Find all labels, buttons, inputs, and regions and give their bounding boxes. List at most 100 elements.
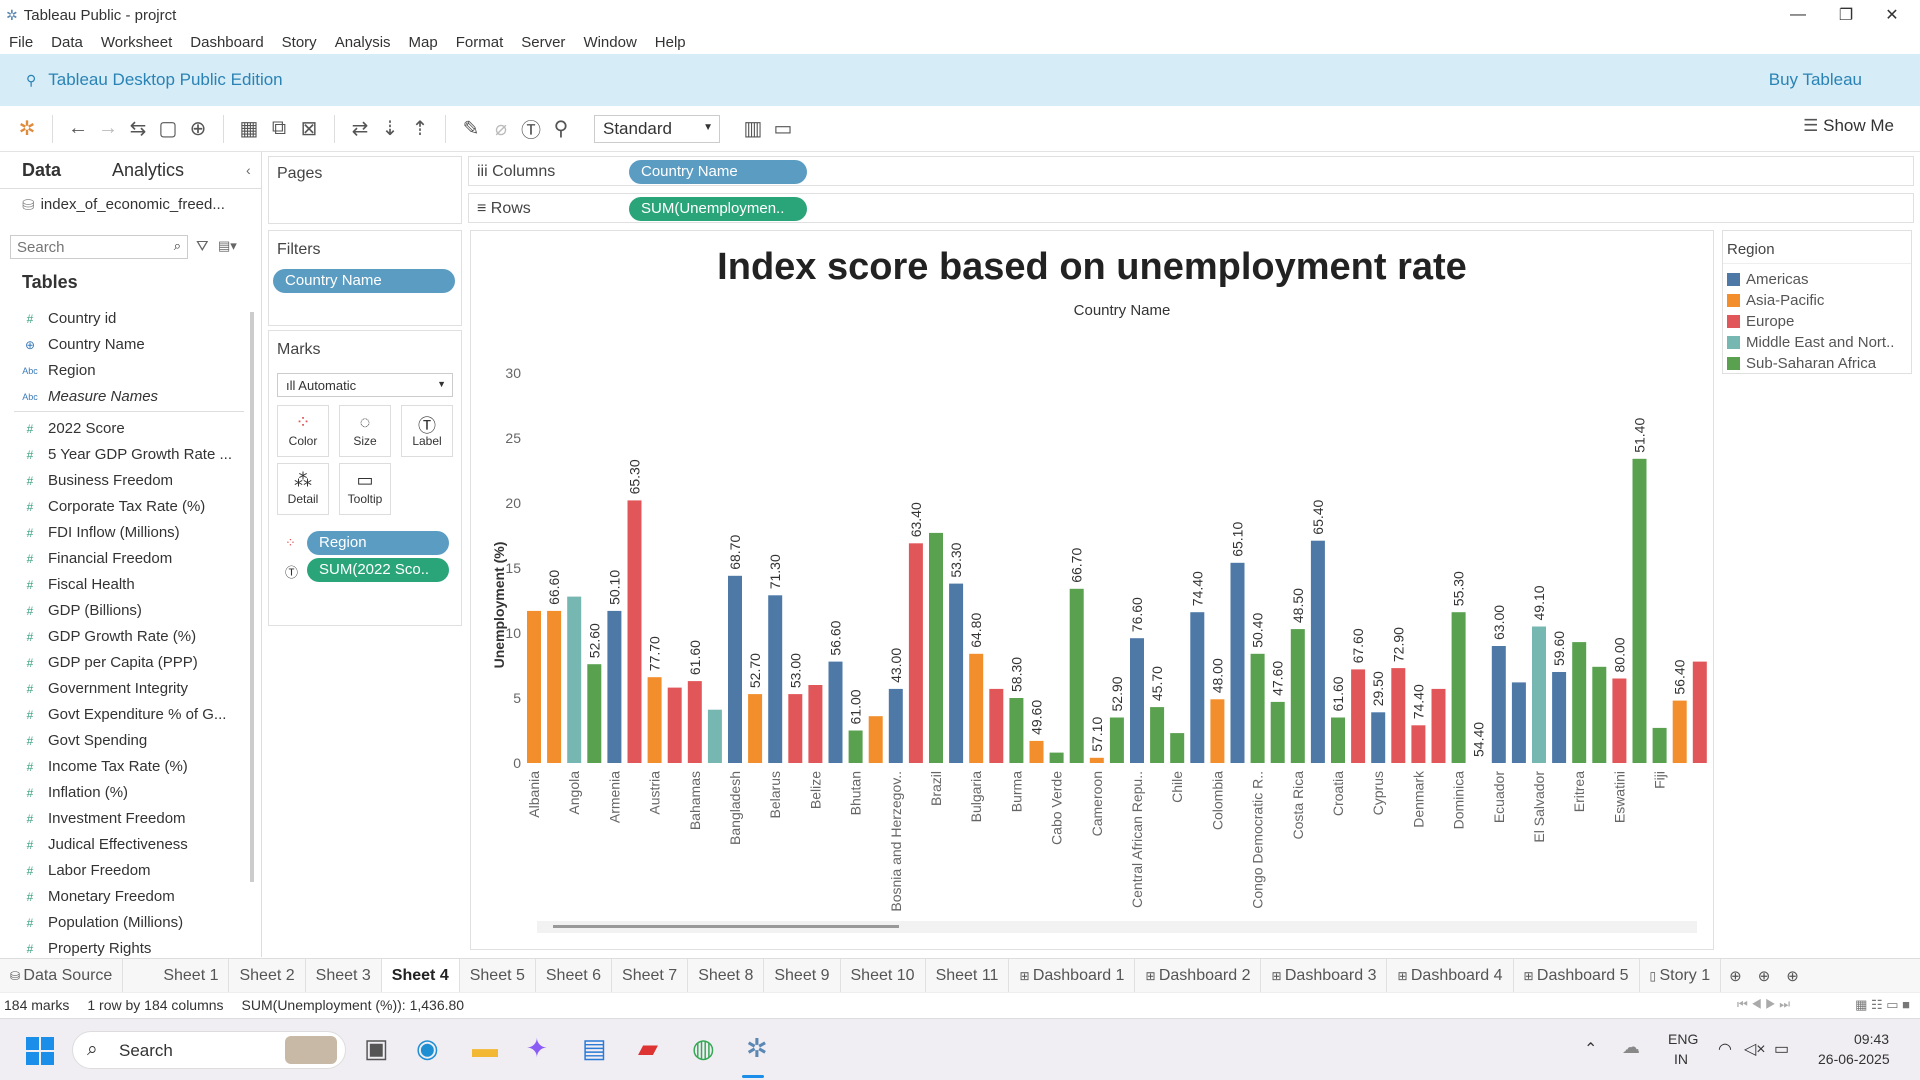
marks-pill-score[interactable]: SUM(2022 Sco.. [307,558,449,582]
field-item[interactable]: Abc Measure Names [22,388,158,405]
bar[interactable] [1491,646,1506,763]
bar[interactable] [888,688,903,763]
new-datasource-icon[interactable]: ⊕ [189,118,207,140]
swap-icon[interactable]: ⇄ [351,118,369,140]
bar[interactable] [567,596,582,763]
field-item[interactable]: # Property Rights [22,940,152,957]
sort-descending-icon[interactable]: ⇡ [411,118,429,140]
view-layout-icon[interactable]: ▦ ☷ ▭ ■ [1855,996,1910,1012]
field-item[interactable]: # Govt Spending [22,732,148,749]
menu-window[interactable]: Window [583,33,637,51]
field-item[interactable]: # Judical Effectiveness [22,836,188,853]
field-item[interactable]: # Financial Freedom [22,550,173,567]
menu-map[interactable]: Map [408,33,438,51]
bar[interactable] [1109,717,1124,764]
bar[interactable] [788,694,803,763]
field-item[interactable]: # Corporate Tax Rate (%) [22,498,206,515]
rows-pill-unemployment[interactable]: SUM(Unemploymen.. [629,197,807,221]
close-icon[interactable]: ✕ [1885,7,1899,24]
view-options-icon[interactable]: ▤▾ [218,238,237,253]
sheet-tab[interactable]: Sheet 4 [381,958,460,993]
bar[interactable] [1310,540,1325,763]
bar[interactable] [587,664,602,763]
chevron-up-icon[interactable]: ⌃ [1584,1041,1598,1058]
field-item[interactable]: # Government Integrity [22,680,188,697]
show-cards-icon[interactable]: ▥ [743,118,763,140]
field-item[interactable]: # Investment Freedom [22,810,186,827]
minimize-icon[interactable]: — [1790,6,1806,23]
buy-tableau-link[interactable]: Buy Tableau [1768,70,1862,89]
clock-date[interactable]: 26-06-2025 [1818,1051,1890,1067]
sheet-tab[interactable]: ⊞ Dashboard 3 [1261,958,1388,993]
field-list-scrollbar[interactable] [250,312,254,882]
undo-icon[interactable]: ← [68,117,88,139]
volume-muted-icon[interactable]: ◁× [1744,1041,1766,1058]
new-worksheet-icon[interactable]: ▦ [239,118,259,140]
bar[interactable] [1130,638,1144,763]
search-box[interactable]: ⌕ [10,235,188,259]
sheet-tab[interactable]: Sheet 7 [612,958,689,993]
group-icon[interactable]: ⌀ [494,118,508,140]
field-item[interactable]: # GDP Growth Rate (%) [22,628,196,645]
sheet-tab[interactable]: Sheet 1 [153,958,230,993]
save-icon[interactable]: ▢ [158,118,178,140]
datasource-item[interactable]: ⛁ index_of_economic_freed... [22,196,225,214]
bar[interactable] [1391,668,1406,763]
bar[interactable] [1170,733,1185,763]
sheet-tab[interactable]: ⊞ Dashboard 1 [1009,958,1136,993]
new-story-icon[interactable]: ⊕ [1786,967,1799,985]
mark-type-dropdown[interactable]: ıll Automatic ▼ [277,373,453,397]
pages-shelf[interactable]: Pages [268,156,462,224]
field-item[interactable]: Abc Region [22,362,95,379]
pin-icon[interactable]: ⚲ [26,71,37,88]
redo-icon[interactable]: → [98,117,118,139]
field-item[interactable]: # Monetary Freedom [22,888,175,905]
copilot-icon[interactable]: ✦ [526,1033,548,1063]
chrome-icon[interactable]: ◍ [692,1033,715,1063]
field-item[interactable]: # Country id [22,310,117,327]
field-item[interactable]: # Labor Freedom [22,862,151,879]
field-item[interactable]: # FDI Inflow (Millions) [22,524,180,541]
bar[interactable] [929,532,943,763]
rows-shelf[interactable]: ≡ Rows SUM(Unemploymen.. [468,193,1914,223]
bar[interactable] [1331,717,1345,764]
bar[interactable] [1552,672,1567,763]
sheet-tab[interactable]: Sheet 11 [926,958,1010,993]
marks-color-button[interactable]: ⁘ Color [277,405,329,457]
bar[interactable] [768,595,783,763]
bar[interactable] [527,610,541,763]
sheet-tab[interactable]: Sheet 8 [688,958,765,993]
sheet-tab[interactable]: Sheet 3 [306,958,382,993]
bar[interactable] [868,716,883,763]
bar[interactable] [1451,612,1466,763]
bar[interactable] [1190,612,1205,763]
language-top[interactable]: ENG [1668,1031,1699,1047]
sheet-tab[interactable]: Sheet 2 [229,958,306,993]
marks-tooltip-button[interactable]: ▭ Tooltip [339,463,391,515]
bar[interactable] [607,610,622,763]
field-item[interactable]: ⊕ Country Name [22,336,145,353]
horizontal-scrollbar[interactable] [537,921,1697,933]
tableau-taskbar-icon[interactable]: ✲ [746,1033,768,1063]
highlight-icon[interactable]: ✎ [462,118,480,140]
bar[interactable] [1069,588,1084,763]
bar[interactable] [1511,682,1526,763]
language-bottom[interactable]: IN [1674,1051,1688,1067]
bar[interactable] [1009,698,1024,763]
field-item[interactable]: # GDP (Billions) [22,602,142,619]
bar[interactable] [1411,725,1426,763]
bar[interactable] [828,661,843,763]
tab-analytics[interactable]: Analytics [112,160,185,180]
duplicate-sheet-icon[interactable]: ⧉ [271,117,287,139]
bar[interactable] [1431,688,1446,763]
bar[interactable] [1532,626,1546,764]
task-view-icon[interactable]: ▣ [364,1033,389,1063]
bar[interactable] [687,681,702,763]
sheet-tab[interactable]: ▯ Story 1 [1640,958,1722,993]
bar[interactable] [1692,661,1707,763]
filter-pill-country-name[interactable]: Country Name [273,269,455,293]
menu-analysis[interactable]: Analysis [334,33,391,51]
legend-item[interactable]: Sub-Saharan Africa [1727,355,1876,372]
bar[interactable] [728,575,742,763]
filters-shelf[interactable]: Filters Country Name [268,230,462,326]
